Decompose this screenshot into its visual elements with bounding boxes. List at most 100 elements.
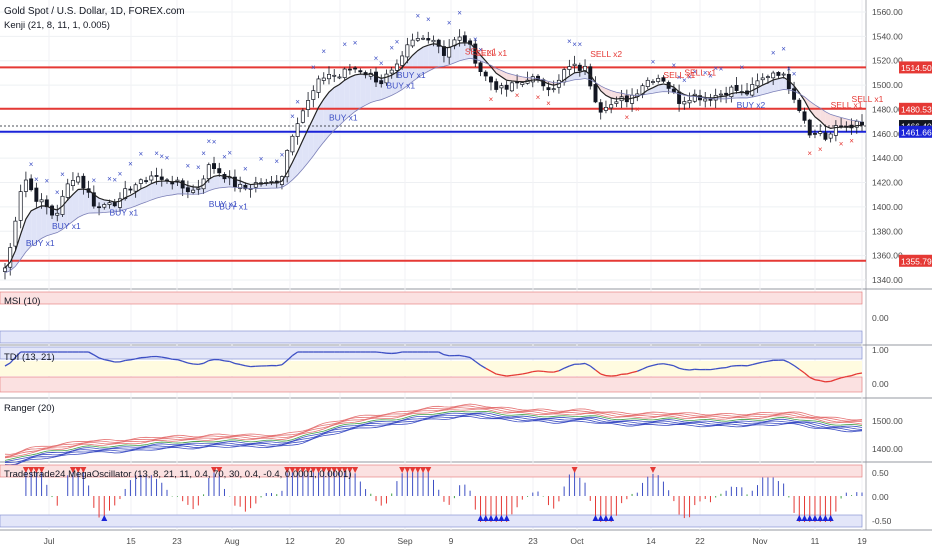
overlay-label: Kenji (21, 8, 11, 1, 0.005) [4, 20, 110, 31]
signal-cross-marker: × [687, 73, 692, 82]
time-tick-label: 23 [528, 536, 538, 546]
candle [724, 86, 729, 104]
candle [489, 75, 493, 91]
signal-cross-marker: × [128, 160, 133, 169]
candle [415, 31, 420, 42]
sell-signal-label: SELL x1 [465, 47, 497, 57]
candle [185, 180, 190, 199]
svg-text:1480.53: 1480.53 [901, 104, 932, 114]
signal-cross-marker: × [379, 59, 384, 68]
time-tick-label: 9 [449, 536, 454, 546]
candle [253, 176, 258, 193]
time-tick-label: 23 [172, 536, 182, 546]
price-levels [0, 66, 866, 262]
subpanel-tick-label: -0.50 [872, 516, 892, 526]
signal-cross-marker: × [546, 99, 551, 108]
candle [802, 107, 807, 124]
signal-cross-marker: × [426, 15, 431, 24]
candle [807, 118, 812, 138]
candle [117, 192, 122, 212]
sell-signal-label: SELL x1 [684, 67, 716, 77]
ranger-panel[interactable]: 1500.00 1400.00 [4, 403, 903, 468]
signal-cross-marker: × [415, 11, 420, 20]
time-tick-label: 19 [857, 536, 867, 546]
time-tick-label: Oct [570, 536, 584, 546]
candle [327, 66, 331, 85]
candle [238, 176, 243, 193]
time-tick-label: 11 [811, 536, 820, 546]
time-tick-label: 22 [695, 536, 705, 546]
signal-cross-marker: × [196, 163, 201, 172]
candle [760, 73, 765, 85]
signal-cross-marker: × [118, 170, 123, 179]
candle [734, 76, 739, 94]
candle [833, 120, 838, 142]
signal-cross-marker: × [849, 137, 854, 146]
sell-signal-label: SELL x1 [852, 94, 884, 104]
candle [614, 96, 619, 107]
tdi-panel[interactable]: 1.00 0.00 [0, 345, 889, 393]
subpanel-tick-label: 1400.00 [872, 444, 903, 454]
subpanel-tick-label: 0.50 [872, 468, 889, 478]
signal-cross-marker: × [635, 105, 640, 114]
svg-text:1514.50: 1514.50 [901, 63, 932, 73]
candle [300, 108, 305, 124]
candle [29, 174, 34, 192]
signal-cross-marker: × [154, 149, 159, 158]
candle [567, 59, 572, 76]
candle [13, 216, 18, 251]
candle [44, 195, 49, 215]
signal-cross-marker: × [447, 19, 452, 28]
candle [138, 178, 143, 189]
candle [421, 34, 426, 41]
signal-cross-marker: × [792, 70, 797, 79]
candle [483, 70, 488, 82]
buy-signal-label: BUY x2 [737, 100, 766, 110]
candle [405, 37, 410, 64]
candle [703, 92, 708, 108]
signal-cross-marker: × [672, 61, 677, 70]
sell-signal-label: SELL x1 [475, 48, 507, 58]
signal-cross-marker: × [201, 149, 206, 158]
sell-signal-label: SELL x1 [831, 100, 863, 110]
msi-panel[interactable]: 0.00 [0, 291, 889, 344]
price-tick-label: 1360.00 [872, 251, 903, 261]
grid-lines [0, 0, 866, 530]
candle [651, 79, 655, 85]
candle [572, 55, 577, 74]
signal-cross-marker: × [719, 65, 724, 74]
candle [347, 63, 352, 75]
main-price-pane[interactable]: ×× ×××× × ×××× × × ×× ××× ×× ××× ××××××× ×××××× × ×××… [0, 8, 884, 280]
candle [337, 73, 342, 80]
candle [656, 74, 661, 84]
time-tick-label: Sep [397, 536, 412, 546]
signal-cross-marker: × [206, 137, 211, 146]
candle [144, 176, 149, 184]
price-tick-label: 1400.00 [872, 202, 903, 212]
candle [441, 40, 446, 63]
price-tick-label: 1560.00 [872, 7, 903, 17]
candle [70, 172, 75, 191]
candle [321, 72, 326, 85]
signal-cross-marker: × [787, 65, 792, 74]
signal-cross-marker: × [55, 188, 60, 197]
candle [159, 168, 164, 187]
candle [598, 99, 603, 120]
time-tick-label: Nov [752, 536, 768, 546]
price-tick-label: 1440.00 [872, 153, 903, 163]
time-axis[interactable]: Jul 15 23 Aug 12 20 Sep 9 23 Oct 14 22 Nov 11 19 [44, 536, 867, 546]
megaoscillator-panel[interactable]: 0.50 0.00 -0.50 [0, 464, 892, 528]
candle [410, 33, 415, 48]
price-level-badge: 1461.66 [899, 125, 932, 138]
signal-cross-marker: × [60, 170, 65, 179]
candle [316, 75, 321, 99]
sell-signal-label: SELL x2 [590, 49, 622, 59]
signal-cross-marker: × [212, 138, 217, 147]
ranger-label: Ranger (20) [4, 403, 55, 414]
time-tick-label: 15 [126, 536, 136, 546]
signal-cross-marker: × [321, 47, 326, 56]
msi-label: MSI (10) [4, 296, 40, 307]
signal-cross-marker: × [280, 151, 285, 160]
